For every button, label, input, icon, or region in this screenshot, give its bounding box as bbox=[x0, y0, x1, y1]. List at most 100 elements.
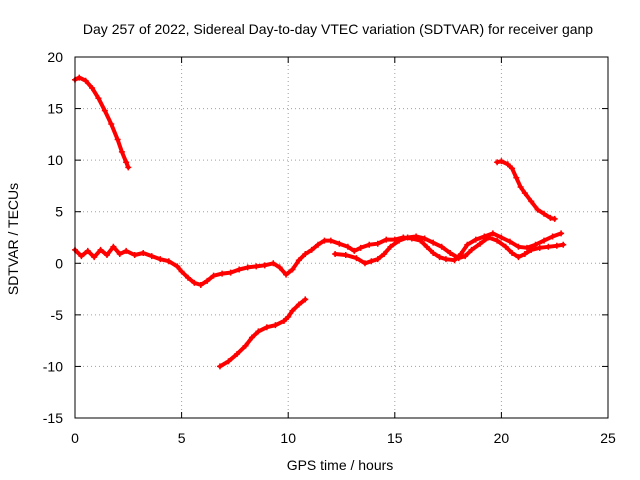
data-point bbox=[396, 237, 403, 244]
data-point bbox=[513, 174, 520, 181]
data-point bbox=[438, 243, 445, 250]
data-point bbox=[242, 342, 249, 349]
data-point bbox=[84, 247, 91, 254]
data-point bbox=[210, 272, 217, 279]
data-point bbox=[436, 254, 443, 261]
data-point bbox=[515, 254, 522, 261]
data-point bbox=[97, 246, 104, 253]
data-point bbox=[125, 164, 132, 171]
data-point bbox=[451, 257, 458, 264]
series-track-c bbox=[332, 233, 567, 267]
data-point bbox=[184, 274, 191, 281]
data-point bbox=[344, 243, 351, 250]
data-point bbox=[103, 252, 110, 259]
data-point bbox=[342, 252, 349, 259]
data-point bbox=[289, 307, 296, 314]
data-point bbox=[108, 121, 115, 128]
chart-title: Day 257 of 2022, Sidereal Day-to-day VTE… bbox=[83, 21, 593, 37]
data-point bbox=[225, 358, 232, 365]
data-point bbox=[374, 240, 381, 247]
data-point bbox=[468, 246, 475, 253]
data-point bbox=[114, 136, 121, 143]
data-point bbox=[82, 77, 89, 84]
data-point bbox=[504, 161, 511, 168]
data-point bbox=[374, 256, 381, 263]
data-point bbox=[430, 249, 437, 256]
data-point bbox=[253, 263, 260, 270]
data-point bbox=[351, 247, 358, 254]
y-axis-label: SDTVAR / TECUs bbox=[5, 183, 21, 295]
data-point bbox=[248, 334, 255, 341]
data-point bbox=[227, 269, 234, 276]
data-point bbox=[101, 107, 108, 114]
y-tick-label: 20 bbox=[47, 49, 63, 65]
data-point bbox=[244, 264, 251, 271]
y-tick-label: 5 bbox=[55, 204, 63, 220]
data-point bbox=[140, 249, 147, 256]
data-point bbox=[353, 255, 360, 262]
x-tick-label: 15 bbox=[387, 430, 403, 446]
data-point bbox=[118, 148, 125, 155]
data-point bbox=[430, 239, 437, 246]
data-point bbox=[123, 247, 130, 254]
y-tick-label: -15 bbox=[43, 410, 63, 426]
x-axis-label: GPS time / hours bbox=[287, 457, 394, 473]
data-point bbox=[528, 198, 535, 205]
data-point bbox=[295, 257, 302, 264]
data-point bbox=[295, 301, 302, 308]
data-point bbox=[383, 236, 390, 243]
data-point bbox=[261, 262, 268, 269]
data-point bbox=[302, 296, 309, 303]
data-point bbox=[509, 249, 516, 256]
data-point bbox=[270, 260, 277, 267]
data-point bbox=[447, 249, 454, 256]
data-point bbox=[523, 244, 530, 251]
data-point bbox=[280, 318, 287, 325]
data-point bbox=[308, 246, 315, 253]
data-point bbox=[283, 271, 290, 278]
x-tick-label: 0 bbox=[71, 430, 79, 446]
data-point bbox=[541, 237, 548, 244]
data-point bbox=[517, 183, 524, 190]
data-point bbox=[368, 258, 375, 265]
data-point bbox=[494, 159, 501, 166]
data-point bbox=[366, 241, 373, 248]
data-point bbox=[442, 256, 449, 263]
data-point bbox=[219, 270, 226, 277]
data-point bbox=[464, 241, 471, 248]
data-point bbox=[536, 244, 543, 251]
y-tick-label: -5 bbox=[51, 307, 64, 323]
data-point bbox=[477, 240, 484, 247]
data-point bbox=[560, 241, 567, 248]
data-point bbox=[236, 266, 243, 273]
data-point bbox=[327, 237, 334, 244]
data-point bbox=[506, 238, 513, 245]
series-track-e bbox=[494, 158, 558, 222]
x-tick-label: 5 bbox=[178, 430, 186, 446]
data-point bbox=[485, 234, 492, 241]
axis-ticks: 0 5 10 15 20 25 -15 -10 -5 0 5 10 15 20 bbox=[43, 49, 616, 446]
data-point bbox=[76, 74, 83, 81]
data-point bbox=[116, 251, 123, 258]
data-point bbox=[381, 251, 388, 258]
data-point bbox=[110, 243, 117, 250]
data-point bbox=[545, 243, 552, 250]
data-point bbox=[423, 243, 430, 250]
data-point bbox=[528, 246, 535, 253]
data-point bbox=[387, 243, 394, 250]
x-tick-label: 20 bbox=[494, 430, 510, 446]
x-tick-label: 10 bbox=[280, 430, 296, 446]
data-point bbox=[123, 159, 130, 166]
data-point bbox=[413, 233, 420, 240]
data-point bbox=[549, 233, 556, 240]
data-point bbox=[302, 251, 309, 258]
data-point bbox=[157, 256, 164, 263]
data-point bbox=[521, 190, 528, 197]
y-tick-label: -10 bbox=[43, 358, 63, 374]
data-point bbox=[521, 251, 528, 258]
data-point bbox=[421, 235, 428, 242]
data-point bbox=[532, 241, 539, 248]
data-point bbox=[472, 236, 479, 243]
